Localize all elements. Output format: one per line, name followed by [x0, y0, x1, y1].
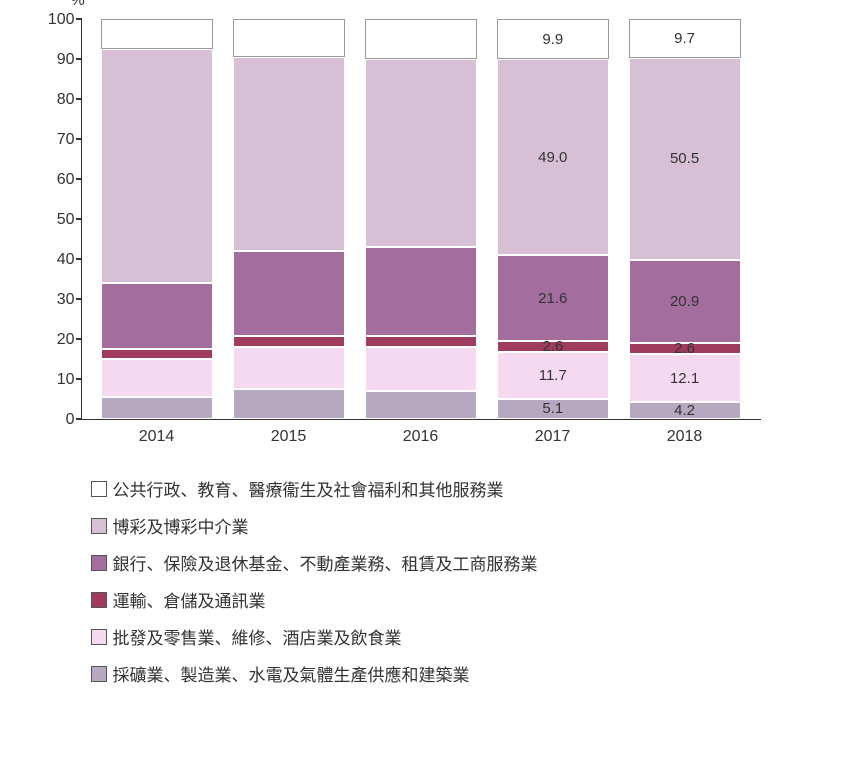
y-tick [76, 18, 82, 20]
bar-segment: 49.0 [497, 59, 609, 255]
bar-segment: 20.9 [629, 260, 741, 344]
value-label: 9.7 [674, 31, 695, 46]
y-tick [76, 298, 82, 300]
bar-segment: 21.6 [497, 255, 609, 341]
y-tick [76, 258, 82, 260]
bars-container: 9.9 49.0 21.6 2.6 11.7 5.1 9.7 50.5 20.9 2.6 12.1 4… [82, 20, 761, 419]
bar-segment [233, 389, 345, 419]
value-label: 11.7 [539, 368, 567, 383]
value-label: 4.2 [674, 403, 695, 418]
bar-segment: 4.2 [629, 402, 741, 419]
bar-segment [233, 19, 345, 57]
stacked-bar-chart: % 1009080706050403020100 9.949.021.62.61… [21, 20, 821, 686]
bar-segment [101, 19, 213, 49]
legend-swatch [91, 629, 107, 645]
bar-segment [101, 397, 213, 419]
y-axis-title: % [71, 0, 85, 10]
y-tick [76, 138, 82, 140]
value-label: 20.9 [670, 294, 699, 309]
y-axis: 1009080706050403020100 [21, 20, 81, 420]
y-tick [76, 98, 82, 100]
legend-label: 公共行政、教育、醫療衞生及社會福利和其他服務業 [113, 476, 504, 501]
legend-label: 博彩及博彩中介業 [113, 513, 249, 538]
value-label: 5.1 [542, 401, 563, 416]
legend-item: 博彩及博彩中介業 [91, 513, 821, 538]
bar-segment: 2.6 [497, 341, 609, 351]
bar-column [365, 19, 477, 419]
bar-segment: 9.9 [497, 19, 609, 59]
value-label: 50.5 [670, 151, 699, 166]
x-tick-label: 2015 [233, 428, 345, 446]
x-tick-label: 2016 [365, 428, 477, 446]
bar-segment: 11.7 [497, 352, 609, 399]
value-label: 9.9 [542, 32, 563, 47]
value-label: 21.6 [538, 291, 567, 306]
bar-segment: 50.5 [629, 58, 741, 260]
bar-segment [233, 347, 345, 389]
legend-label: 批發及零售業、維修、酒店業及飲食業 [113, 624, 402, 649]
bar-segment: 12.1 [629, 354, 741, 402]
plot-area: 9.9 49.0 21.6 2.6 11.7 5.1 9.7 50.5 20.9 2.6 12.1 4… [81, 20, 761, 420]
bar-segment: 9.7 [629, 19, 741, 58]
x-tick-label: 2018 [629, 428, 741, 446]
bar-column [101, 19, 213, 419]
bar-segment [365, 347, 477, 391]
y-tick [76, 338, 82, 340]
bar-segment [233, 336, 345, 347]
y-tick [76, 218, 82, 220]
bar-segment [365, 391, 477, 419]
x-axis: 2014 2015 2016 2017 2018 [81, 420, 761, 446]
bar-column [233, 19, 345, 419]
legend-swatch [91, 666, 107, 682]
bar-segment [365, 336, 477, 347]
legend-item: 運輸、倉儲及通訊業 [91, 587, 821, 612]
bar-segment [365, 59, 477, 247]
legend-item: 採礦業、製造業、水電及氣體生產供應和建築業 [91, 661, 821, 686]
bar-segment: 5.1 [497, 399, 609, 419]
value-label: 12.1 [670, 371, 699, 386]
bar-segment [365, 247, 477, 336]
legend-swatch [91, 592, 107, 608]
bar-segment [365, 19, 477, 59]
legend-swatch [91, 555, 107, 571]
bar-segment [101, 349, 213, 359]
bar-segment [233, 251, 345, 336]
bar-column: 9.9 49.0 21.6 2.6 11.7 5.1 [497, 19, 609, 419]
value-label: 49.0 [538, 150, 567, 165]
y-tick [76, 418, 82, 420]
bar-segment [101, 283, 213, 349]
bar-segment [101, 49, 213, 283]
legend-item: 公共行政、教育、醫療衞生及社會福利和其他服務業 [91, 476, 821, 501]
legend-label: 銀行、保險及退休基金、不動產業務、租賃及工商服務業 [113, 550, 538, 575]
legend: 公共行政、教育、醫療衞生及社會福利和其他服務業博彩及博彩中介業銀行、保險及退休基… [91, 476, 821, 686]
bar-column: 9.7 50.5 20.9 2.6 12.1 4.2 [629, 19, 741, 419]
legend-item: 批發及零售業、維修、酒店業及飲食業 [91, 624, 821, 649]
y-tick [76, 378, 82, 380]
bar-segment: 2.6 [629, 343, 741, 353]
legend-swatch [91, 518, 107, 534]
legend-swatch [91, 481, 107, 497]
x-tick-label: 2017 [497, 428, 609, 446]
legend-label: 運輸、倉儲及通訊業 [113, 587, 266, 612]
bar-segment [233, 57, 345, 251]
bar-segment [101, 359, 213, 397]
legend-label: 採礦業、製造業、水電及氣體生產供應和建築業 [113, 661, 470, 686]
y-tick [76, 178, 82, 180]
y-tick [76, 58, 82, 60]
legend-item: 銀行、保險及退休基金、不動產業務、租賃及工商服務業 [91, 550, 821, 575]
x-tick-label: 2014 [101, 428, 213, 446]
